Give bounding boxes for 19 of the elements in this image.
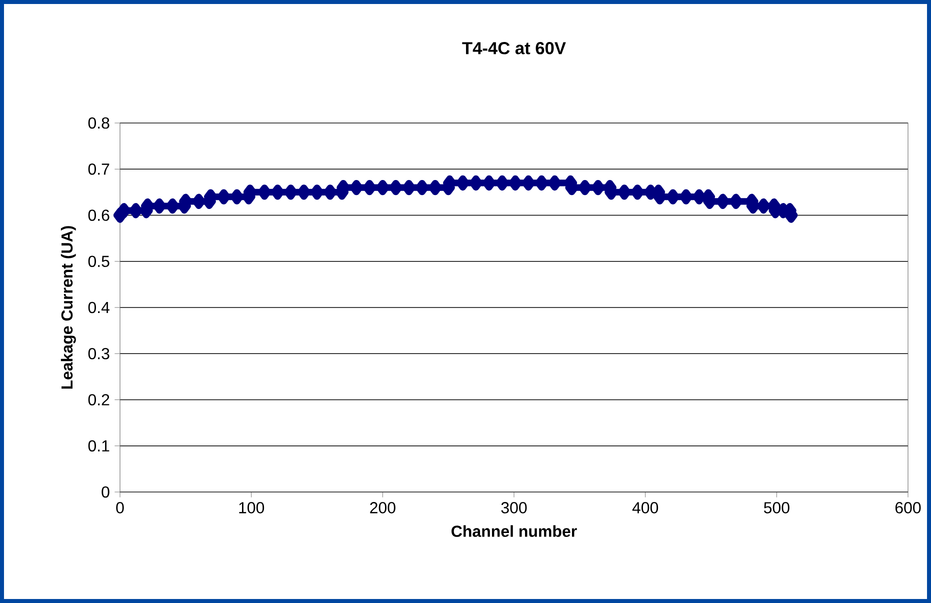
y-tick-label: 0.7 <box>88 163 110 175</box>
x-tick-label: 500 <box>764 502 790 514</box>
y-tick-label: 0.8 <box>88 117 110 129</box>
y-tick-label: 0.2 <box>88 394 110 406</box>
y-axis-title: Leakage Current (UA) <box>60 226 76 389</box>
y-tick-label: 0.3 <box>88 348 110 360</box>
x-tick-label: 100 <box>239 502 264 514</box>
y-tick-label: 0.4 <box>88 302 110 314</box>
y-tick-label: 0.6 <box>88 210 110 221</box>
x-tick-label: 600 <box>895 502 921 514</box>
y-tick-label: 0.5 <box>88 256 110 268</box>
y-tick-label: 0.1 <box>88 440 110 452</box>
x-tick-label: 400 <box>632 502 658 514</box>
x-tick-label: 300 <box>501 502 527 514</box>
y-tick-label: 0 <box>102 486 110 498</box>
x-tick-label: 200 <box>370 502 396 514</box>
x-axis-title: Channel number <box>452 525 577 537</box>
x-tick-label: 0 <box>116 502 124 514</box>
chart-title: T4-4C at 60V <box>462 42 566 54</box>
